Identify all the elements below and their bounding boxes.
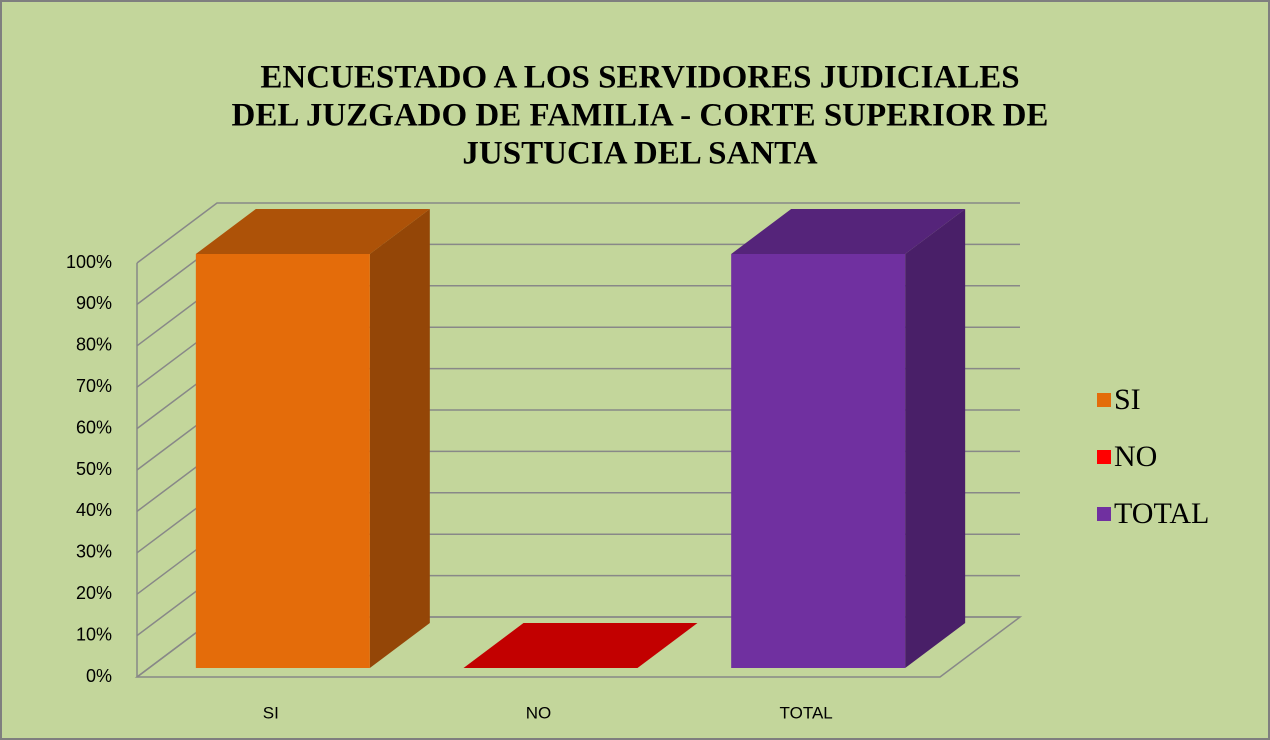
chart-title: DEL JUZGADO DE FAMILIA - CORTE SUPERIOR … xyxy=(232,98,1049,134)
y-tick-label: 50% xyxy=(76,459,112,479)
bar-top xyxy=(731,209,966,254)
x-tick-label: SI xyxy=(263,703,279,722)
y-tick-label: 0% xyxy=(86,666,112,686)
bar-front xyxy=(195,254,370,668)
bar-side xyxy=(905,209,966,668)
legend-label: SI xyxy=(1114,383,1141,416)
y-tick-label: 40% xyxy=(76,500,112,520)
y-tick-label: 60% xyxy=(76,417,112,437)
legend-swatch xyxy=(1097,450,1111,464)
legend-swatch xyxy=(1097,393,1111,407)
y-tick-label: 90% xyxy=(76,293,112,313)
bar-side xyxy=(369,209,430,668)
legend-label: TOTAL xyxy=(1114,497,1209,530)
legend-label: NO xyxy=(1114,440,1157,473)
x-tick-label: NO xyxy=(526,703,552,722)
y-tick-label: 80% xyxy=(76,335,112,355)
chart-title: JUSTUCIA DEL SANTA xyxy=(462,136,817,172)
chart-title: ENCUESTADO A LOS SERVIDORES JUDICIALES xyxy=(260,60,1019,96)
bar-front xyxy=(731,254,906,668)
bar-top xyxy=(195,209,430,254)
y-tick-label: 10% xyxy=(76,624,112,644)
y-tick-label: 100% xyxy=(66,252,112,272)
bar-top xyxy=(463,623,698,668)
y-tick-label: 20% xyxy=(76,583,112,603)
y-tick-label: 30% xyxy=(76,542,112,562)
y-tick-label: 70% xyxy=(76,376,112,396)
x-tick-label: TOTAL xyxy=(780,703,833,722)
grid-line xyxy=(136,202,1020,264)
legend-swatch xyxy=(1097,507,1111,521)
